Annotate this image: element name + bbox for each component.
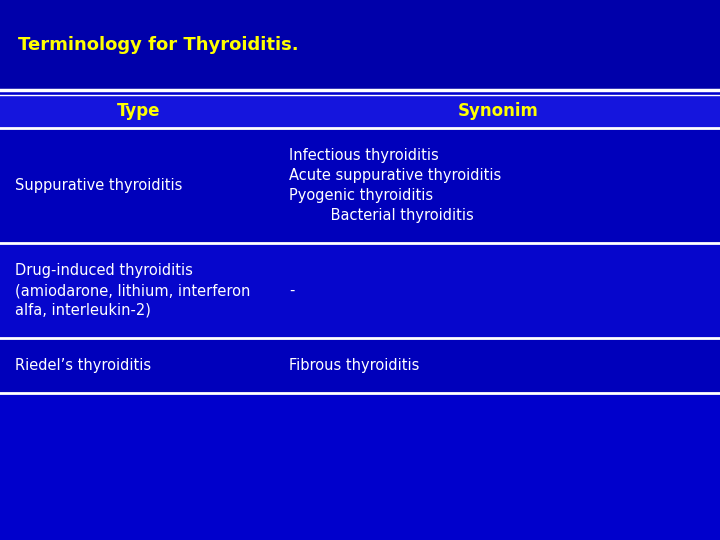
- Text: Synonim: Synonim: [458, 103, 539, 120]
- Bar: [0, 338, 720, 393]
- Bar: [0, 128, 720, 243]
- Text: -: -: [289, 283, 294, 298]
- Text: Drug-induced thyroiditis
(amiodarone, lithium, interferon
alfa, interleukin-2): Drug-induced thyroiditis (amiodarone, li…: [15, 263, 251, 318]
- Text: Terminology for Thyroiditis.: Terminology for Thyroiditis.: [18, 36, 299, 54]
- Text: Fibrous thyroiditis: Fibrous thyroiditis: [289, 358, 420, 373]
- Bar: [0, 95, 720, 128]
- Bar: [0, 0, 720, 90]
- Text: Suppurative thyroiditis: Suppurative thyroiditis: [15, 178, 182, 193]
- Text: Type: Type: [117, 103, 161, 120]
- Text: Infectious thyroiditis
Acute suppurative thyroiditis
Pyogenic thyroiditis
      : Infectious thyroiditis Acute suppurative…: [289, 148, 501, 222]
- Bar: [0, 243, 720, 338]
- Text: Riedel’s thyroiditis: Riedel’s thyroiditis: [15, 358, 151, 373]
